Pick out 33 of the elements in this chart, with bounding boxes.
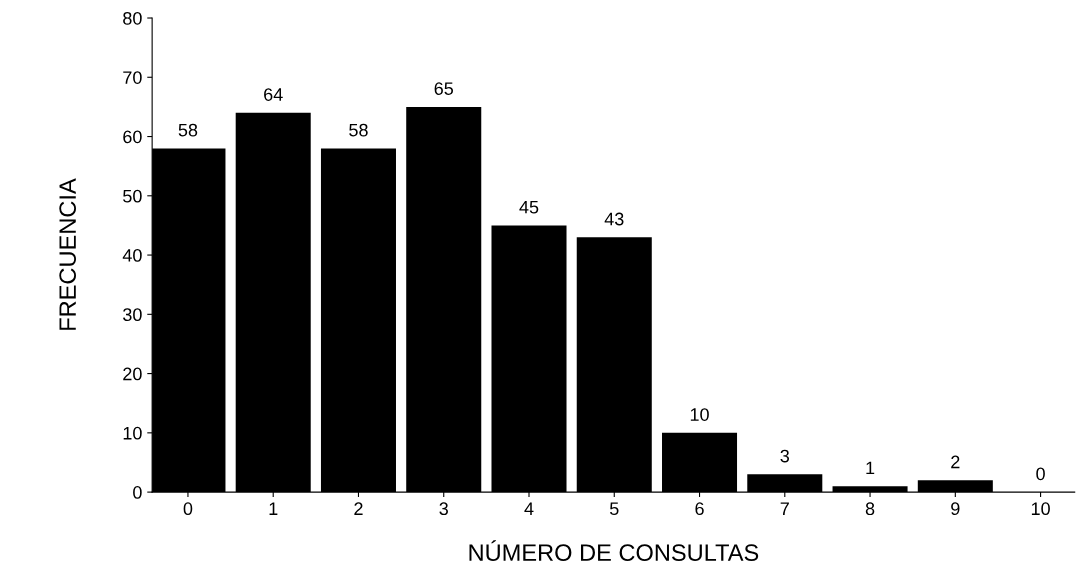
x-axis-title: NÚMERO DE CONSULTAS	[469, 540, 759, 561]
x-tick-label: 0	[183, 502, 193, 516]
x-tick-label: 8	[865, 502, 875, 516]
y-tick-label: 70	[123, 71, 142, 84]
y-tick-label: 30	[123, 308, 142, 322]
data-label: 1	[866, 461, 875, 475]
data-label: 45	[519, 200, 539, 214]
y-tick-label: 10	[123, 426, 142, 440]
x-tick-label: 4	[524, 502, 534, 515]
data-label: 64	[264, 88, 283, 101]
y-tick-label: 60	[123, 130, 142, 144]
data-label: 0	[1036, 467, 1045, 481]
y-tick-label: 20	[123, 367, 142, 381]
y-tick-label: 40	[122, 248, 142, 262]
y-axis-title: FRECUENCIA	[59, 178, 76, 330]
y-tick-label: 0	[133, 486, 142, 499]
x-tick-label: 3	[439, 502, 448, 516]
data-label: 65	[434, 82, 454, 95]
x-tick-label: 5	[609, 502, 619, 516]
x-tick-label: 1	[269, 502, 278, 515]
x-tick-label: 9	[951, 502, 960, 516]
x-tick-label: 2	[354, 502, 363, 515]
y-tick-label: 50	[123, 189, 142, 203]
y-tick-label: 80	[123, 11, 142, 25]
data-label: 58	[349, 123, 368, 137]
data-label: 3	[780, 449, 790, 463]
data-label: 10	[690, 408, 709, 421]
data-label: 2	[951, 455, 960, 469]
data-label: 58	[178, 123, 198, 137]
x-tick-label: 7	[780, 502, 789, 515]
data-label: 43	[604, 212, 624, 226]
x-tick-label: 6	[695, 502, 704, 516]
x-tick-label: 10	[1031, 502, 1050, 516]
